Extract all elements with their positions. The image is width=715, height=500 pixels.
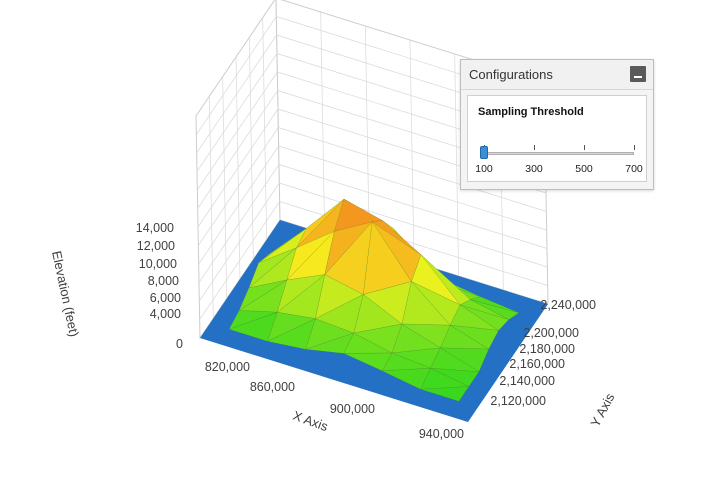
surface-facet: [459, 299, 509, 320]
slider-tick: [584, 145, 585, 150]
surface-facet: [430, 367, 480, 387]
surface-facet: [420, 386, 470, 402]
wall-gridline: [409, 39, 415, 263]
wall-gridline: [235, 56, 241, 280]
surface-facet: [371, 220, 422, 256]
surface-facet: [382, 367, 431, 390]
surface-facet: [353, 294, 403, 334]
wall-gridline: [454, 53, 460, 277]
z-tick-label: 6,000: [150, 291, 181, 305]
surface-facet: [238, 279, 288, 313]
minimize-button[interactable]: [630, 66, 646, 82]
y-tick-label: 2,160,000: [509, 357, 565, 371]
z-tick-label: 8,000: [148, 274, 179, 288]
y-axis-title: Y Axis: [587, 390, 617, 429]
z-tick-label: 0: [176, 337, 183, 351]
surface-facet: [258, 228, 307, 264]
x-tick-label: 900,000: [330, 402, 375, 416]
sampling-threshold-slider[interactable]: [484, 152, 634, 155]
wall-gridline: [320, 11, 326, 235]
slider-tick: [534, 145, 535, 150]
y-tick-label: 2,120,000: [490, 394, 546, 408]
slider-handle[interactable]: [480, 146, 488, 159]
x-tick-label: 860,000: [250, 380, 295, 394]
slider-tick-label: 700: [625, 163, 643, 175]
x-axis-title: X Axis: [291, 408, 331, 435]
panel-header: Configurations: [461, 60, 653, 90]
wall-gridline: [364, 25, 370, 249]
z-tick-label: 12,000: [137, 239, 175, 253]
wall-gridline: [248, 37, 254, 260]
panel-title: Configurations: [469, 67, 553, 82]
y-tick-label: 2,140,000: [499, 374, 555, 388]
surface-facet: [381, 352, 431, 372]
panel-body: Sampling Threshold 100 300 500 700: [467, 95, 647, 182]
z-axis-title: Elevation (feet): [49, 250, 82, 339]
slider-tick-label: 500: [575, 163, 593, 175]
slider-tick-label: 300: [525, 163, 543, 175]
z-tick-label: 14,000: [136, 221, 174, 235]
wall-gridline: [208, 96, 214, 319]
elevation-surface: [228, 198, 520, 402]
surface-facet: [228, 311, 278, 342]
y-tick-label: 2,180,000: [519, 342, 575, 356]
surface-facet: [286, 231, 335, 281]
slider-tick: [634, 145, 635, 150]
surface-facet: [430, 347, 480, 373]
wall-gridline: [222, 76, 228, 299]
y-tick-label: 2,240,000: [540, 298, 596, 312]
z-tick-label: 10,000: [139, 257, 177, 271]
sampling-threshold-label: Sampling Threshold: [478, 106, 584, 118]
surface-facet: [315, 274, 364, 320]
y-tick-label: 2,200,000: [523, 326, 579, 340]
slider-tick-label: 100: [475, 163, 493, 175]
surface-facet: [363, 221, 412, 295]
configurations-panel: Configurations Sampling Threshold 100 300…: [460, 59, 654, 190]
surface-facet: [449, 304, 499, 331]
wall-gridline: [262, 17, 268, 240]
surface-facet: [439, 347, 490, 373]
z-tick-label: 4,000: [150, 307, 181, 321]
x-tick-label: 940,000: [419, 427, 464, 441]
x-tick-label: 820,000: [205, 360, 250, 374]
